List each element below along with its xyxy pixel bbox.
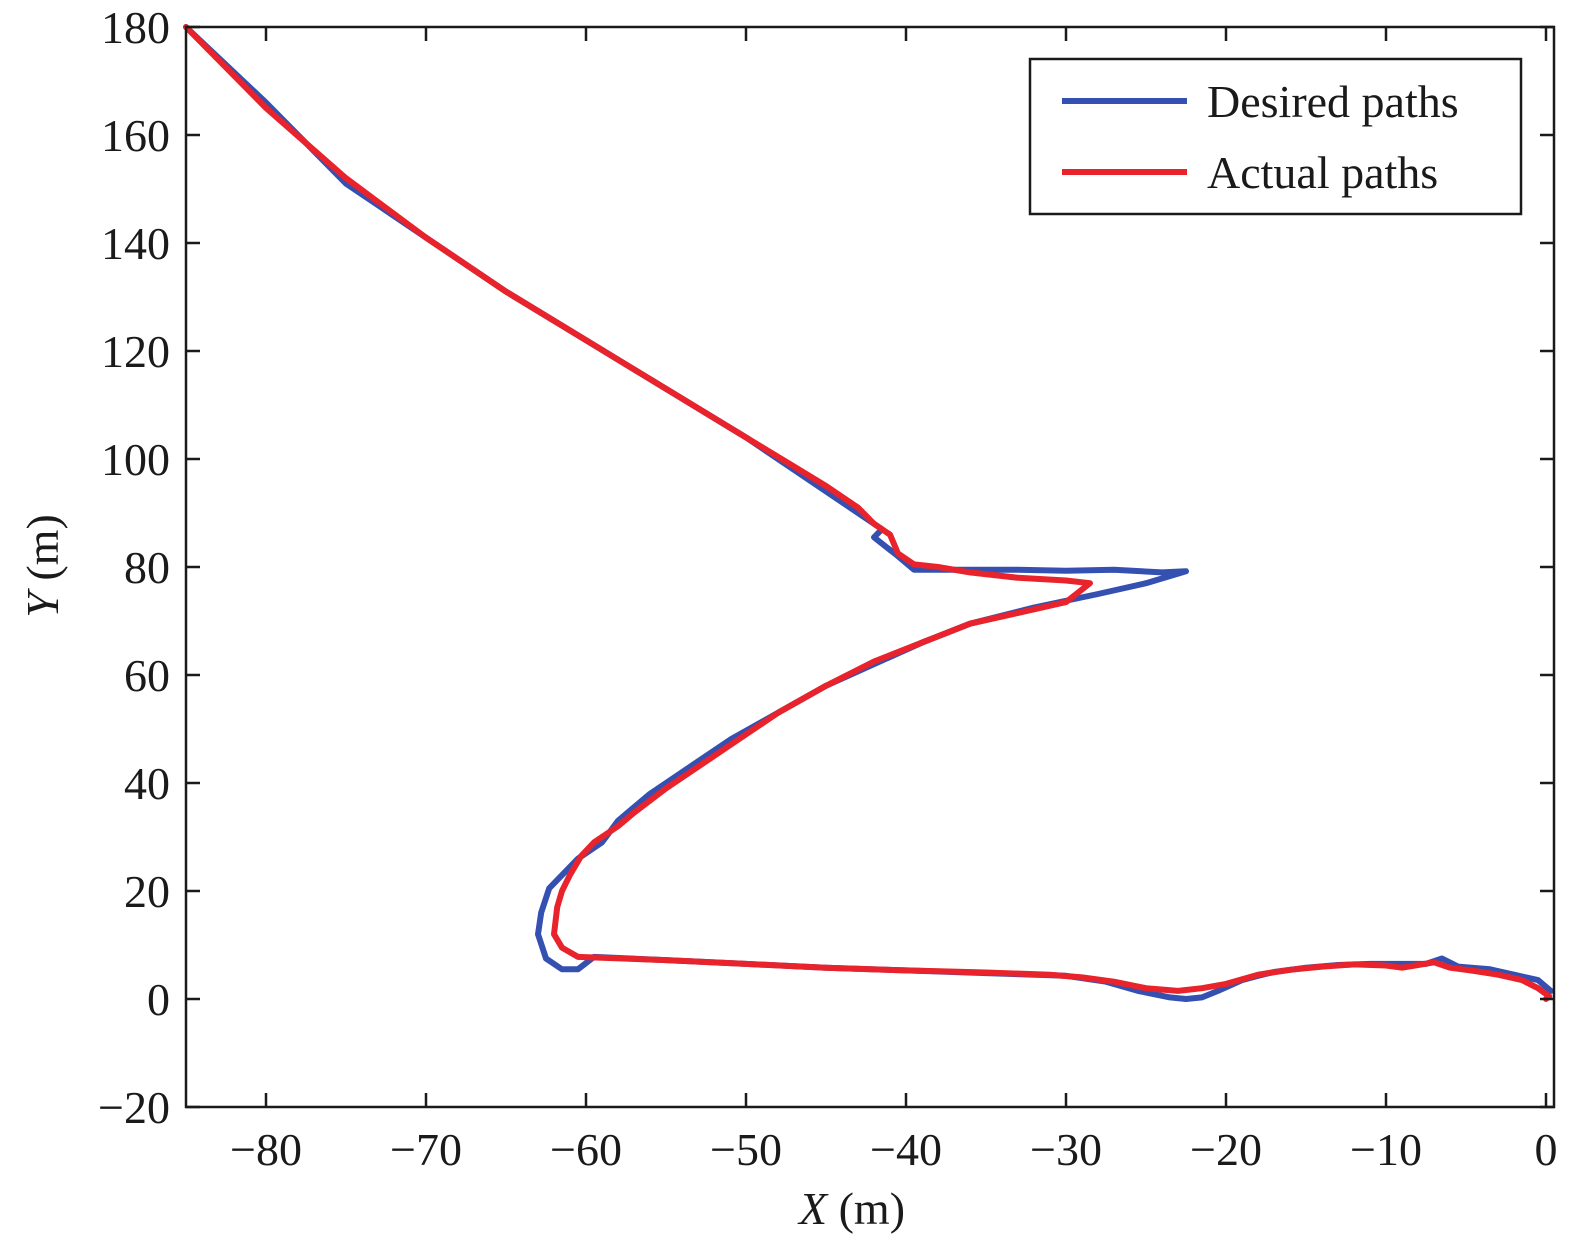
y-tick-label: 100	[101, 434, 170, 485]
y-axis-title: Y (m)	[17, 514, 68, 618]
series-line-actual	[183, 24, 1553, 1002]
x-tick-label: −80	[230, 1124, 302, 1175]
y-tick-label: 60	[124, 650, 170, 701]
x-axis-var: X	[797, 1183, 829, 1234]
y-axis-var: Y	[17, 588, 68, 618]
legend: Desired paths Actual paths	[1028, 57, 1523, 216]
y-tick-label: 80	[124, 542, 170, 593]
x-tick-label: −50	[710, 1124, 782, 1175]
legend-label-actual: Actual paths	[1207, 147, 1438, 198]
series-layer	[183, 24, 1554, 1002]
x-tick-label: −30	[1030, 1124, 1102, 1175]
y-axis-unit: (m)	[17, 514, 68, 592]
y-tick-label: 140	[101, 218, 170, 269]
y-tick-label: 160	[101, 110, 170, 161]
x-tick-label: −10	[1350, 1124, 1422, 1175]
x-tick-label: −40	[870, 1124, 942, 1175]
y-tick-label: 120	[101, 326, 170, 377]
ticks-layer	[186, 25, 1554, 1109]
y-tick-label: −20	[98, 1082, 170, 1133]
y-tick-label: 0	[147, 974, 170, 1025]
y-tick-label: 40	[124, 758, 170, 809]
x-tick-label: −70	[390, 1124, 462, 1175]
legend-box	[1028, 57, 1523, 216]
tick-labels-layer: −80 −70 −60 −50 −40 −30 −20 −10 0 −20 0 20 40 60 80 100…	[98, 2, 1557, 1175]
x-axis-unit: (m)	[827, 1183, 905, 1234]
y-tick-label: 180	[101, 2, 170, 53]
x-tick-label: 0	[1535, 1124, 1558, 1175]
y-tick-label: 20	[124, 866, 170, 917]
legend-label-desired: Desired paths	[1207, 76, 1459, 127]
x-tick-label: −20	[1190, 1124, 1262, 1175]
x-tick-label: −60	[550, 1124, 622, 1175]
x-axis-title: X (m)	[797, 1183, 905, 1234]
